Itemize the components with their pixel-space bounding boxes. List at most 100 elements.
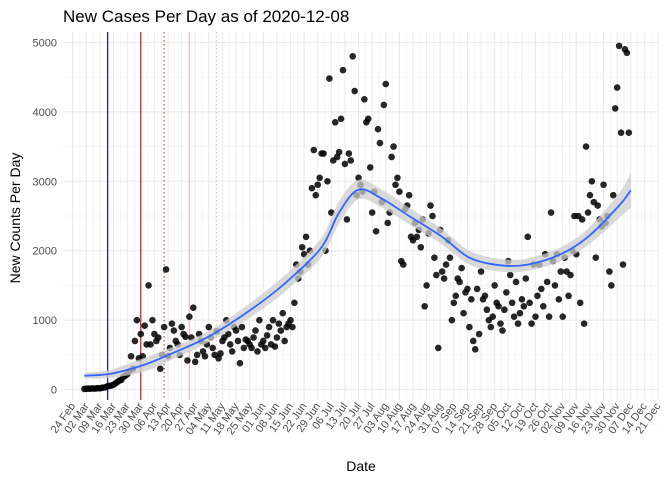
data-point — [399, 261, 407, 268]
data-point — [368, 209, 376, 216]
data-point — [287, 316, 294, 324]
data-point — [324, 177, 331, 185]
data-point — [615, 42, 623, 50]
data-point — [314, 181, 322, 189]
data-point — [588, 177, 596, 185]
data-point — [423, 282, 430, 289]
data-point — [458, 264, 465, 272]
data-point — [271, 343, 279, 350]
data-point — [248, 344, 255, 352]
data-point — [364, 115, 372, 123]
data-point — [471, 346, 479, 353]
data-point — [421, 302, 428, 310]
data-point — [217, 350, 224, 357]
data-point — [442, 261, 450, 268]
data-point — [376, 139, 384, 147]
data-point — [522, 275, 530, 282]
data-point — [298, 243, 306, 251]
data-point — [565, 292, 572, 300]
y-tick-label: 5000 — [33, 37, 57, 49]
data-point — [567, 271, 574, 279]
y-tick-label: 1000 — [33, 315, 57, 327]
data-point — [232, 327, 240, 334]
data-point — [557, 268, 565, 275]
data-point — [532, 313, 539, 320]
data-point — [508, 299, 516, 307]
data-point — [551, 282, 559, 289]
data-point — [417, 243, 425, 251]
data-point — [289, 323, 296, 331]
data-point — [464, 285, 471, 293]
data-point — [240, 344, 248, 352]
smooth-line — [84, 188, 632, 377]
data-point — [269, 316, 277, 324]
data-point — [555, 296, 563, 303]
data-point — [326, 75, 333, 82]
data-point — [291, 299, 298, 307]
data-point — [341, 160, 349, 168]
data-point — [619, 261, 627, 268]
data-point — [279, 309, 287, 317]
y-tick-label: 2000 — [33, 246, 57, 258]
data-point — [512, 278, 520, 286]
data-point — [256, 316, 263, 324]
data-point — [388, 153, 395, 161]
data-point — [156, 365, 164, 373]
data-point — [582, 143, 590, 150]
data-point — [477, 268, 485, 275]
data-point — [584, 209, 592, 216]
y-tick-label: 3000 — [33, 176, 57, 188]
data-point — [466, 323, 473, 331]
data-point — [516, 309, 524, 317]
data-point — [337, 115, 345, 123]
data-point — [191, 358, 199, 366]
data-point — [611, 105, 619, 112]
x-axis-title: Date — [346, 458, 376, 474]
data-point — [224, 330, 232, 338]
data-point — [580, 320, 588, 327]
data-point — [133, 316, 141, 324]
data-point — [495, 302, 502, 310]
data-point — [302, 233, 310, 241]
data-point — [520, 302, 528, 310]
data-point — [413, 233, 421, 241]
data-point — [263, 332, 271, 339]
data-point — [147, 341, 154, 348]
data-point — [460, 309, 467, 317]
data-point — [335, 148, 343, 156]
data-point — [228, 348, 236, 355]
data-point — [538, 285, 545, 293]
data-point — [608, 282, 615, 289]
data-point — [547, 209, 555, 216]
data-point — [491, 282, 498, 289]
data-point — [261, 344, 269, 352]
data-point — [382, 80, 390, 88]
data-point — [250, 334, 257, 341]
data-point — [609, 191, 617, 199]
data-point — [182, 333, 189, 341]
data-point — [405, 191, 413, 199]
y-axis-title: New Counts Per Day — [7, 153, 23, 284]
data-point — [316, 174, 323, 182]
data-point — [234, 337, 242, 345]
data-point — [576, 299, 584, 307]
data-point — [384, 219, 392, 227]
data-point — [623, 49, 631, 57]
data-point — [594, 202, 602, 209]
data-point — [446, 254, 454, 261]
data-point — [168, 320, 176, 327]
data-point — [236, 359, 244, 367]
data-point — [510, 313, 518, 320]
data-point — [275, 320, 283, 327]
data-point — [131, 337, 139, 345]
confidence-band — [84, 172, 631, 379]
data-point — [518, 296, 526, 303]
data-point — [433, 271, 440, 279]
data-point — [468, 296, 475, 303]
data-point — [431, 254, 438, 261]
data-point — [254, 348, 261, 355]
data-point — [265, 323, 273, 331]
data-point — [366, 164, 374, 171]
